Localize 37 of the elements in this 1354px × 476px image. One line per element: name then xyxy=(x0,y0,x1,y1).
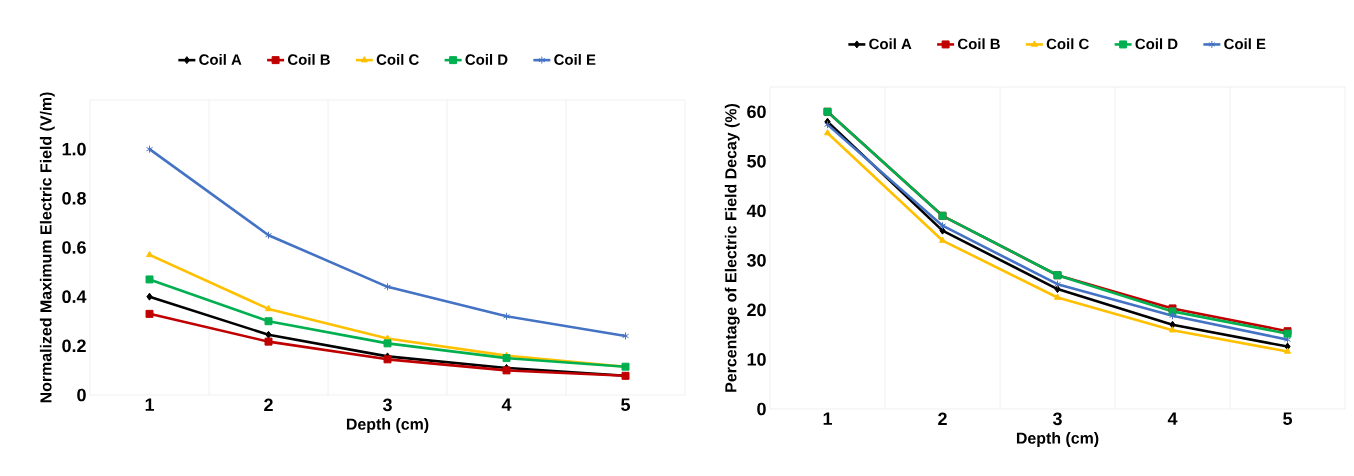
y-tick-label: 0.4 xyxy=(62,290,87,303)
x-tick-label: 4 xyxy=(501,398,512,411)
legend-label: Coil E xyxy=(1224,38,1266,50)
legend-label: Coil C xyxy=(376,53,419,65)
legend-label: Coil B xyxy=(958,38,1000,50)
x-tick-label: 5 xyxy=(1283,412,1293,426)
y-tick-label: 10 xyxy=(747,353,766,366)
y-tick-label: 20 xyxy=(747,303,766,317)
y-tick-label: 40 xyxy=(746,204,766,218)
legend-label: Coil D xyxy=(1135,38,1178,50)
y-axis-title: Normalized Maximum Electric Field (V/m) xyxy=(39,92,55,403)
y-tick-label: 0 xyxy=(757,402,766,416)
y-tick-label: 60 xyxy=(747,105,766,119)
y-tick-label: 30 xyxy=(746,254,766,267)
y-tick-label: 0.2 xyxy=(62,339,86,353)
legend-label: Coil A xyxy=(199,53,242,65)
x-tick-label: 1 xyxy=(145,398,155,411)
x-tick-label: 3 xyxy=(382,398,392,412)
y-tick-label: 0.6 xyxy=(62,241,86,254)
x-tick-label: 3 xyxy=(1052,412,1062,426)
x-tick-label: 4 xyxy=(1167,412,1178,425)
y-tick-label: 0 xyxy=(77,388,86,402)
x-tick-label: 2 xyxy=(264,398,273,412)
y-tick-label: 0.8 xyxy=(62,191,86,205)
legend-label: Coil C xyxy=(1046,38,1089,50)
legend-label: Coil D xyxy=(465,53,508,65)
y-tick-label: 1.0 xyxy=(62,142,86,156)
legend-label: Coil B xyxy=(288,53,330,65)
y-axis-title: Percentage of Electric Field Decay (%) xyxy=(724,103,740,392)
x-tick-label: 2 xyxy=(938,412,947,426)
y-tick-label: 50 xyxy=(747,154,766,168)
legend-label: Coil E xyxy=(554,53,596,65)
x-tick-label: 1 xyxy=(823,412,833,425)
legend-label: Coil A xyxy=(869,38,912,50)
x-axis-title: Depth (cm) xyxy=(1016,432,1099,447)
x-axis-title: Depth (cm) xyxy=(346,418,429,433)
x-tick-label: 5 xyxy=(621,398,631,412)
